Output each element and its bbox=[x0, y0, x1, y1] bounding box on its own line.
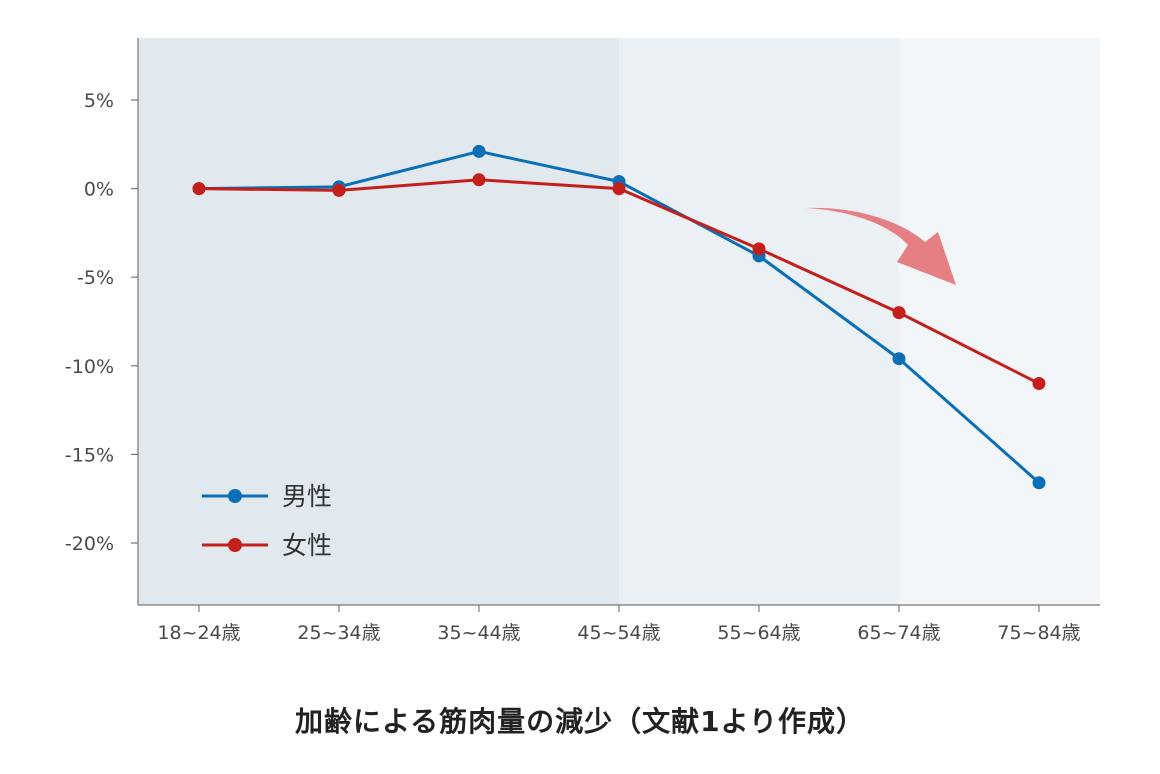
x-tick-label: 65~74歳 bbox=[857, 622, 940, 644]
y-tick-label: -10% bbox=[65, 356, 114, 378]
x-tick-label: 75~84歳 bbox=[997, 622, 1080, 644]
data-point bbox=[192, 182, 206, 196]
y-tick-label: -20% bbox=[65, 533, 114, 555]
legend-label: 女性 bbox=[282, 531, 332, 560]
chart-canvas: 5% 0% -5% -10% -15% -20% 18~24歳 25~34歳 35~44歳 45~… bbox=[65, 38, 1100, 644]
legend-marker bbox=[228, 538, 242, 552]
y-tick-label: 5% bbox=[84, 90, 114, 112]
axes bbox=[131, 38, 1100, 612]
data-point bbox=[472, 173, 486, 187]
series-lines bbox=[192, 144, 1046, 490]
data-point bbox=[892, 306, 906, 320]
x-tick-label: 25~34歳 bbox=[297, 622, 380, 644]
chart-title: 加齢による筋肉量の減少（文献1より作成） bbox=[294, 705, 866, 738]
background-band bbox=[138, 38, 619, 605]
background-bands bbox=[138, 38, 1100, 605]
decline-arrow bbox=[805, 207, 956, 285]
x-tick-label: 35~44歳 bbox=[437, 622, 520, 644]
data-point bbox=[892, 352, 906, 366]
x-tick-label: 45~54歳 bbox=[577, 622, 660, 644]
y-tick-label: -5% bbox=[77, 267, 114, 289]
y-tick-label: 0% bbox=[84, 179, 114, 201]
tick-labels: 5% 0% -5% -10% -15% -20% 18~24歳 25~34歳 35~44歳 45~… bbox=[65, 90, 1081, 644]
data-point bbox=[1032, 476, 1046, 490]
legend-label: 男性 bbox=[282, 482, 332, 511]
data-point bbox=[472, 144, 486, 158]
x-tick-label: 55~64歳 bbox=[717, 622, 800, 644]
decline-arrow-shape bbox=[805, 207, 956, 285]
x-tick-label: 18~24歳 bbox=[157, 622, 240, 644]
legend-marker bbox=[228, 489, 242, 503]
background-band bbox=[899, 38, 1100, 605]
data-point bbox=[612, 182, 626, 196]
data-point bbox=[752, 242, 766, 256]
y-tick-label: -15% bbox=[65, 444, 114, 466]
background-band bbox=[619, 38, 899, 605]
data-point bbox=[1032, 377, 1046, 391]
data-point bbox=[332, 183, 346, 197]
